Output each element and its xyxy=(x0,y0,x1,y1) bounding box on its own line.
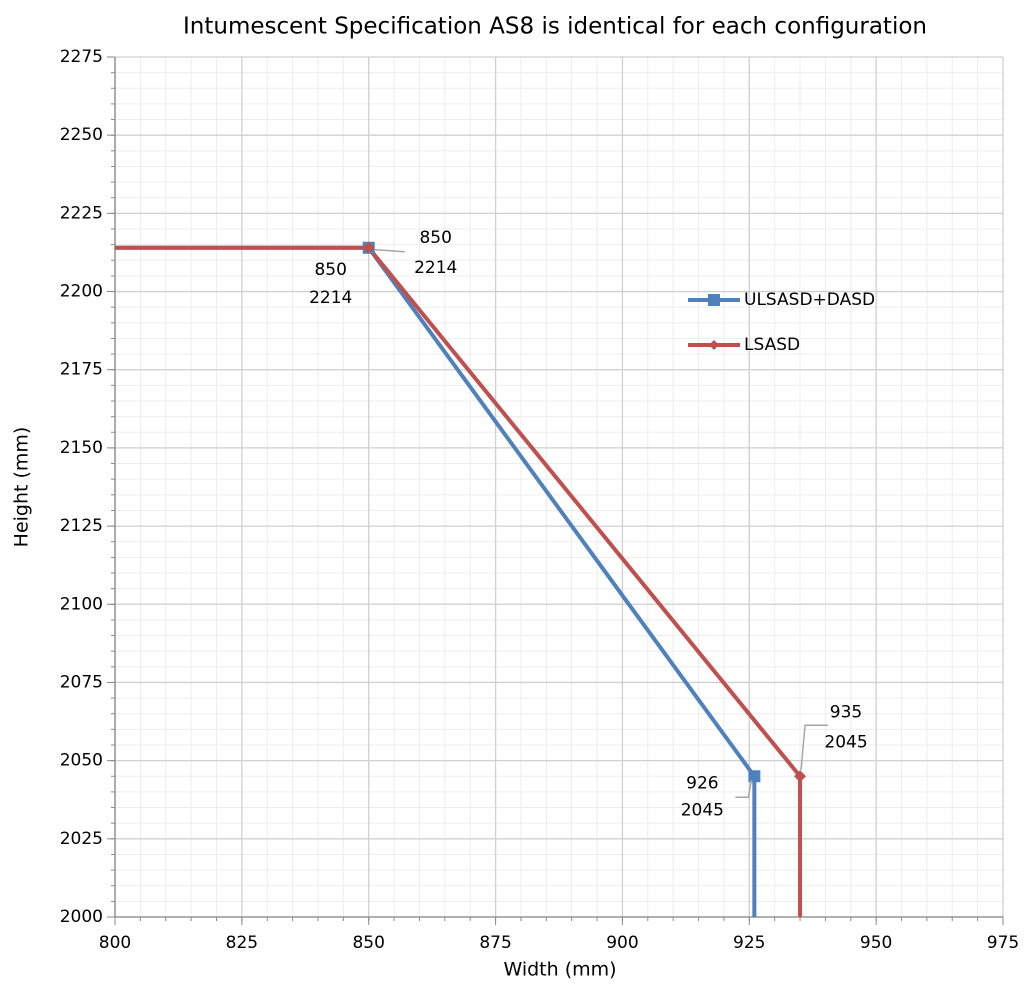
legend-label: LSASD xyxy=(744,335,800,355)
y-tick-label: 2000 xyxy=(60,907,103,927)
y-tick-label: 2075 xyxy=(60,672,103,692)
y-tick-label: 2275 xyxy=(60,47,103,67)
data-label: 2045 xyxy=(681,800,724,820)
series-line xyxy=(115,245,803,917)
y-tick-label: 2150 xyxy=(60,438,103,458)
legend-marker xyxy=(709,340,719,350)
data-label: 2045 xyxy=(824,732,867,752)
legend-label: ULSASD+DASD xyxy=(744,290,875,310)
legend-marker xyxy=(708,294,720,306)
data-label: 2214 xyxy=(414,258,457,278)
y-tick-label: 2225 xyxy=(60,203,103,223)
chart-title: Intumescent Specification AS8 is identic… xyxy=(183,14,927,40)
leader-line xyxy=(735,780,753,799)
leader-line xyxy=(800,724,829,771)
marker xyxy=(794,770,807,783)
y-tick-label: 2100 xyxy=(60,594,103,614)
marker xyxy=(362,241,375,254)
x-tick-label: 800 xyxy=(99,933,131,953)
data-label: 935 xyxy=(830,702,862,722)
y-tick-label: 2175 xyxy=(60,360,103,380)
data-label: 2214 xyxy=(309,288,352,308)
x-tick-label: 900 xyxy=(606,933,638,953)
y-tick-label: 2050 xyxy=(60,751,103,771)
data-label: 926 xyxy=(686,773,718,793)
y-tick-label: 2250 xyxy=(60,125,103,145)
x-tick-label: 875 xyxy=(479,933,511,953)
x-tick-label: 850 xyxy=(352,933,384,953)
x-axis-title: Width (mm) xyxy=(503,959,616,981)
data-label: 850 xyxy=(419,228,451,248)
y-tick-label: 2025 xyxy=(60,829,103,849)
y-tick-label: 2125 xyxy=(60,516,103,536)
y-tick-label: 2200 xyxy=(60,282,103,302)
x-tick-label: 925 xyxy=(733,933,765,953)
x-tick-label: 975 xyxy=(987,933,1019,953)
x-tick-label: 950 xyxy=(860,933,892,953)
leader-line xyxy=(374,249,405,253)
marker xyxy=(748,770,761,783)
x-tick-label: 825 xyxy=(226,933,258,953)
y-axis-title: Height (mm) xyxy=(11,427,33,548)
data-label: 850 xyxy=(314,260,346,280)
